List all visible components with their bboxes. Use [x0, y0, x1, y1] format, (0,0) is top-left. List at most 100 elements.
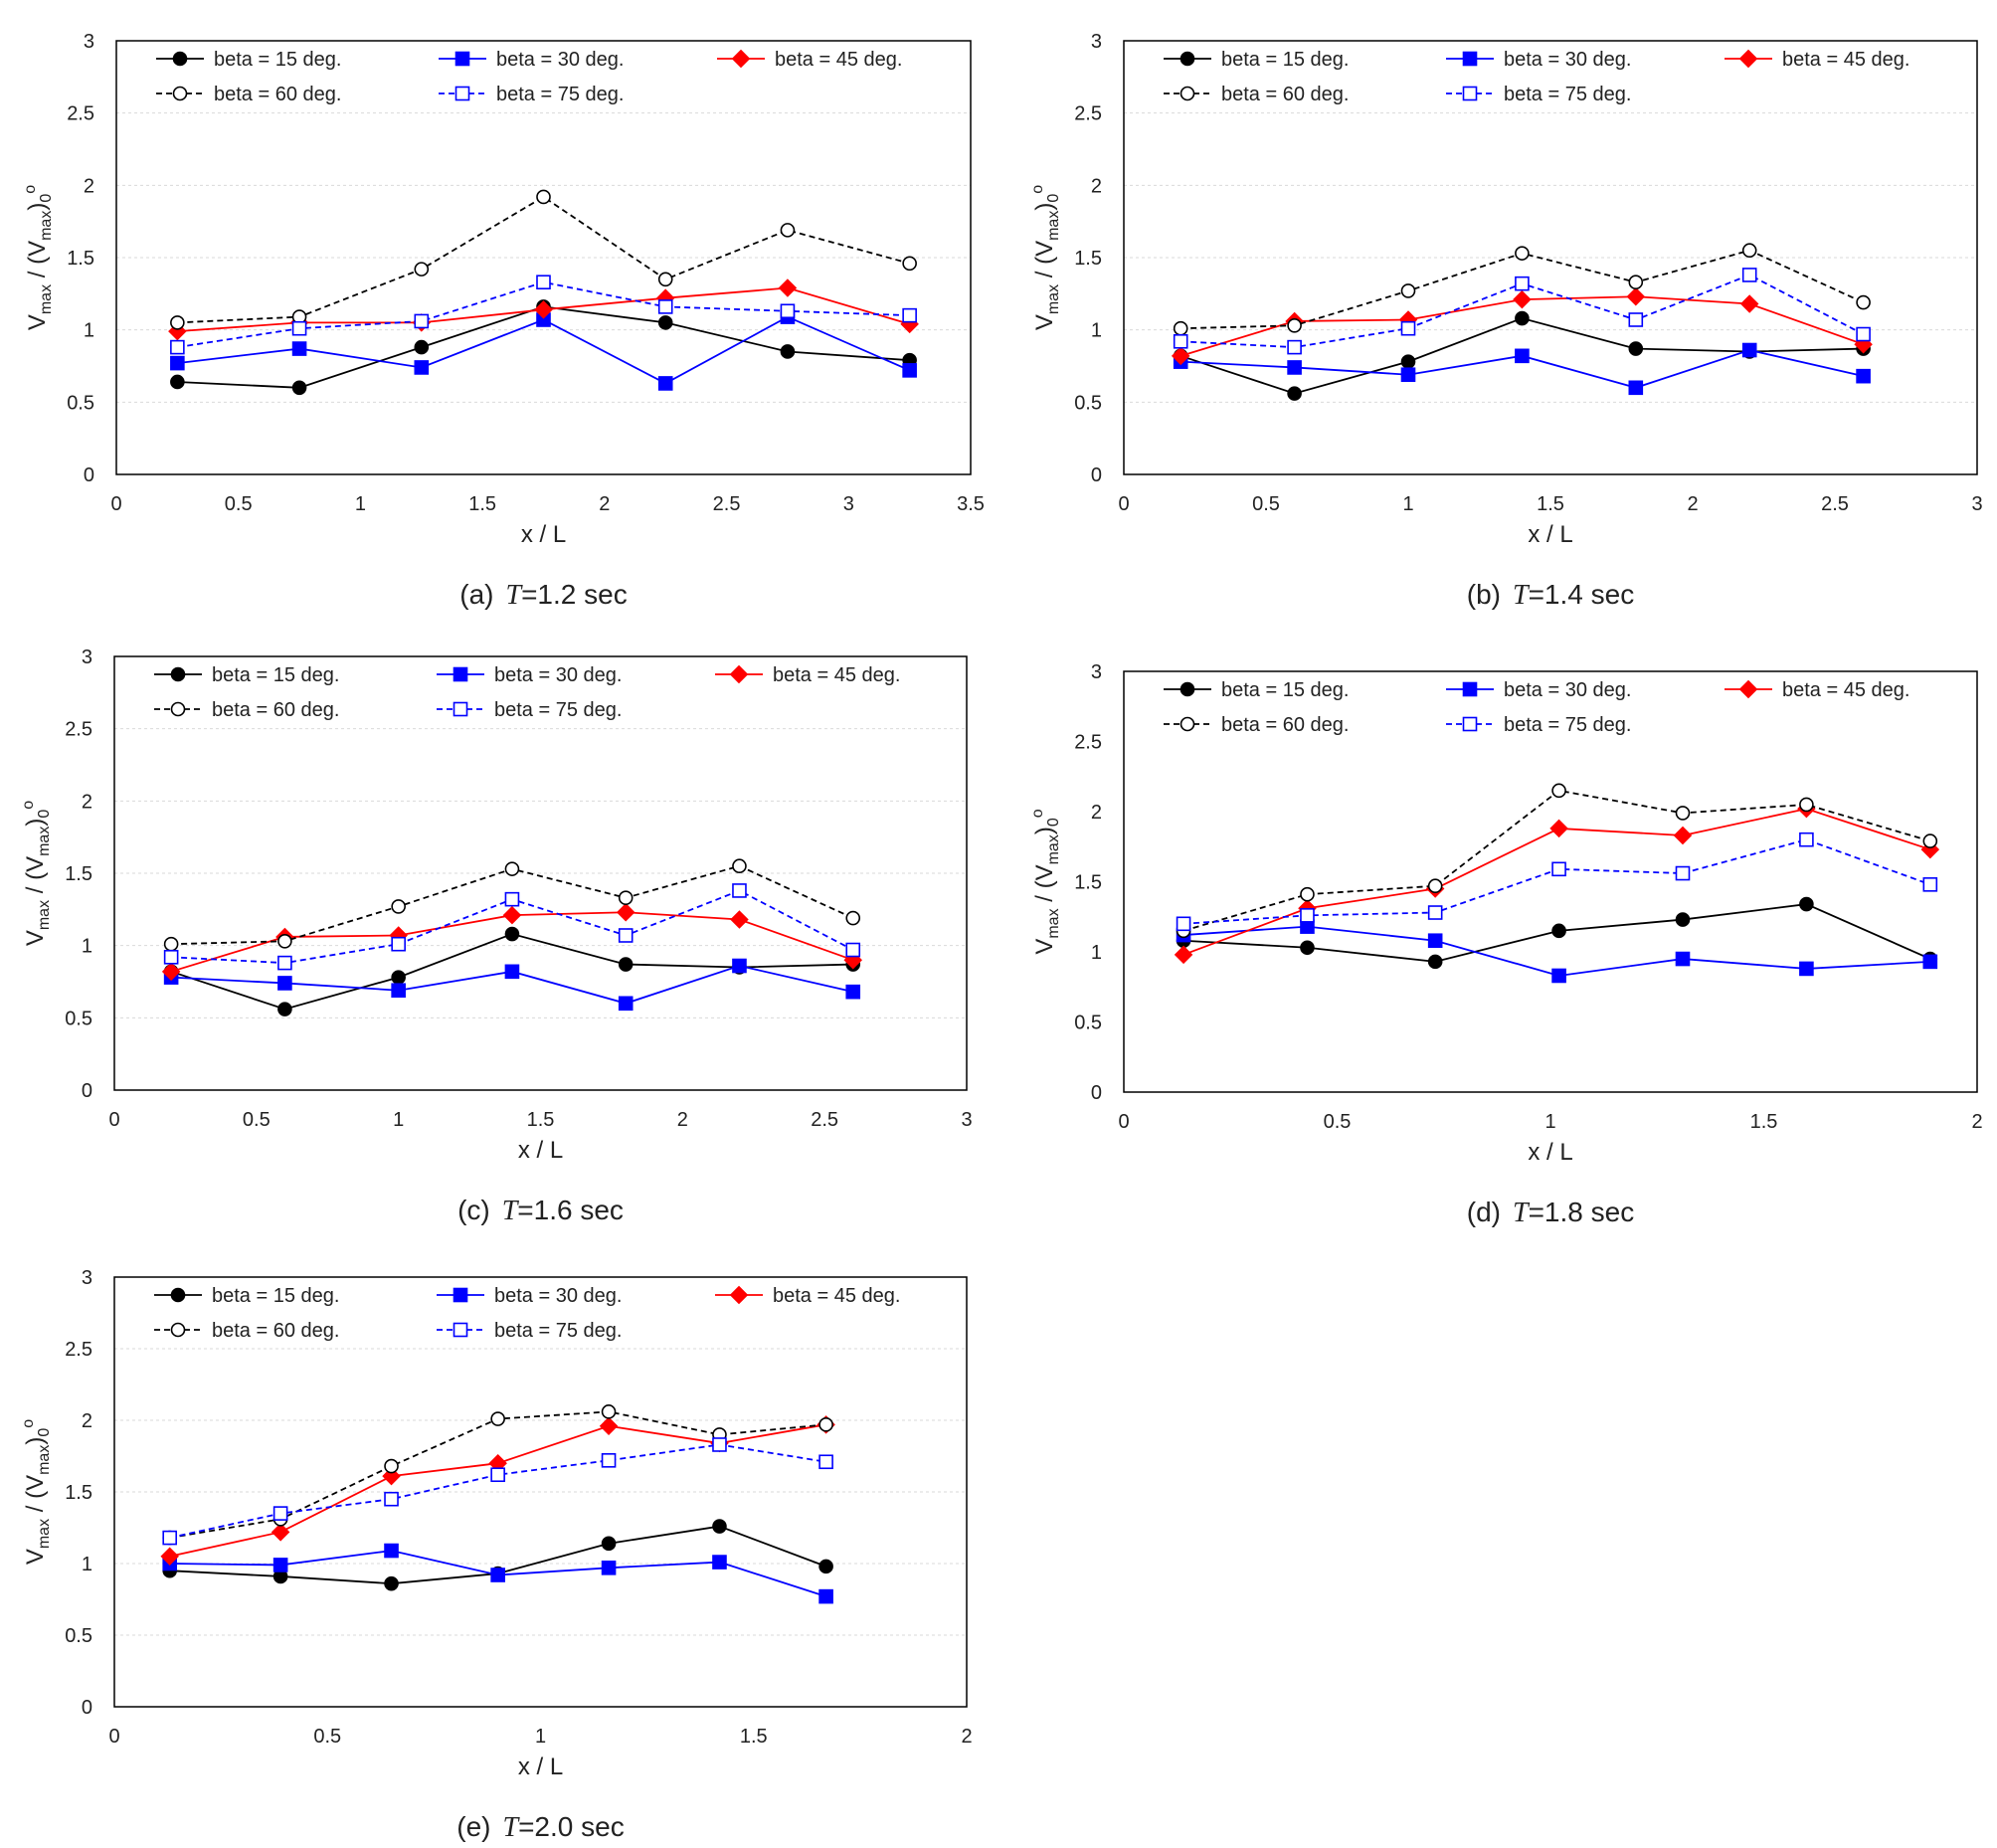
panel-e: 0 0.5 1 1.5 2 2.5 3 0 0.5 1 1.5 2 x / L Vmax / (Vmax)… [20, 1267, 973, 1843]
data-point [1427, 878, 1443, 894]
y-axis-label-part: V [1031, 314, 1058, 330]
data-point [1515, 246, 1530, 261]
x-axis-label: x / L [1528, 1139, 1572, 1166]
y-axis-label-part: ) [1031, 203, 1058, 211]
legend-marker [170, 1287, 186, 1303]
data-point [601, 1453, 617, 1468]
y-tick-label: 0.5 [1074, 1013, 1102, 1034]
panel-caption: (a) T=1.2 sec [459, 579, 627, 611]
data-point [1400, 367, 1416, 383]
data-point [162, 1530, 178, 1546]
data-point [657, 299, 673, 314]
data-point [1171, 346, 1190, 366]
panel-caption: (b) T=1.4 sec [1467, 579, 1634, 611]
legend-label: beta = 45 deg. [773, 1285, 900, 1307]
x-tick-label: 2.5 [713, 493, 741, 515]
data-point [1427, 954, 1443, 970]
y-tick-label: 2.5 [1074, 103, 1102, 125]
legend-entry: beta = 60 deg. [1164, 714, 1349, 736]
data-point [902, 256, 917, 272]
x-tick-label: 1.5 [740, 1726, 768, 1748]
legend-label: beta = 45 deg. [773, 664, 900, 686]
y-tick-label: 2 [84, 175, 94, 197]
data-point [163, 936, 179, 952]
y-tick-label: 2.5 [1074, 732, 1102, 754]
y-axis-label-part: 0 [38, 194, 55, 203]
data-point [818, 1559, 833, 1574]
legend-marker [453, 1322, 468, 1338]
y-axis-label-part: ) [22, 819, 49, 827]
data-point [504, 926, 520, 942]
y-axis-label-part: o [20, 801, 37, 810]
data-point [902, 363, 917, 378]
caption-period-symbol: T [502, 1196, 520, 1226]
data-point [1300, 940, 1315, 956]
y-axis-label-part: / (V [24, 241, 51, 284]
x-tick-label: 2.5 [1821, 493, 1849, 515]
x-tick-label: 0 [108, 1109, 119, 1131]
data-point [1551, 968, 1566, 984]
y-tick-label: 1 [82, 936, 92, 958]
x-tick-label: 0.5 [1324, 1111, 1352, 1133]
legend-marker [729, 1285, 749, 1305]
data-point [732, 858, 747, 874]
data-point [1287, 339, 1302, 355]
y-axis-label-part: / (V [22, 856, 49, 900]
y-axis-label-part: V [24, 314, 51, 330]
caption-value: =2.0 sec [518, 1811, 625, 1842]
x-tick-label: 2 [599, 493, 610, 515]
data-point [1799, 797, 1814, 813]
data-point [1922, 833, 1938, 848]
series-60-deg [163, 858, 861, 952]
caption-prefix: (d) [1467, 1197, 1501, 1227]
legend-entry: beta = 75 deg. [439, 84, 624, 105]
data-point [845, 942, 861, 958]
legend-label: beta = 15 deg. [212, 1285, 339, 1307]
data-point [1174, 945, 1193, 965]
legend-entry: beta = 30 deg. [1446, 679, 1631, 701]
legend-marker [454, 51, 470, 67]
data-point [1515, 310, 1530, 326]
legend-entry: beta = 75 deg. [437, 699, 622, 721]
legend-label: beta = 30 deg. [494, 664, 622, 686]
data-point [601, 1561, 617, 1575]
data-point [504, 861, 520, 876]
y-axis-label-part: max [36, 1519, 53, 1549]
data-point [272, 1558, 288, 1572]
caption-value: =1.4 sec [1529, 579, 1635, 610]
caption-prefix: (a) [459, 579, 493, 610]
legend-marker [1738, 679, 1758, 699]
caption-prefix: (b) [1467, 579, 1501, 610]
panel-caption: (c) T=1.6 sec [457, 1195, 624, 1226]
y-tick-label: 2 [1091, 175, 1102, 197]
data-point [1675, 912, 1691, 927]
legend-entry: beta = 15 deg. [1164, 679, 1349, 701]
legend-marker [1462, 681, 1478, 697]
legend-label: beta = 15 deg. [214, 49, 341, 71]
y-axis-label-part: max [38, 211, 55, 241]
x-tick-label: 0.5 [243, 1109, 271, 1131]
legend-entry: beta = 45 deg. [1725, 49, 1909, 71]
data-point [618, 890, 634, 906]
legend-entry: beta = 45 deg. [1725, 679, 1909, 701]
x-tick-label: 0.5 [1252, 493, 1280, 515]
x-tick-label: 2 [1971, 1111, 1982, 1133]
series-15-deg [170, 299, 917, 396]
data-point [271, 1523, 290, 1542]
data-point [618, 928, 634, 943]
legend-entry: beta = 45 deg. [715, 664, 900, 686]
data-point [1287, 360, 1302, 375]
data-point [391, 970, 406, 985]
y-axis-label: Vmax / (Vmax)0o [1029, 809, 1062, 954]
x-tick-label: 0.5 [313, 1726, 341, 1748]
x-axis-label: x / L [1528, 521, 1572, 548]
legend-label: beta = 15 deg. [1221, 49, 1349, 71]
legend-label: beta = 75 deg. [496, 84, 624, 105]
data-point [391, 899, 406, 914]
data-point [1400, 354, 1416, 369]
data-point [1515, 276, 1530, 291]
legend-marker [731, 49, 751, 69]
y-tick-label: 3 [82, 1267, 92, 1289]
y-axis-label-part: o [22, 185, 39, 194]
y-tick-label: 3 [1091, 661, 1102, 683]
